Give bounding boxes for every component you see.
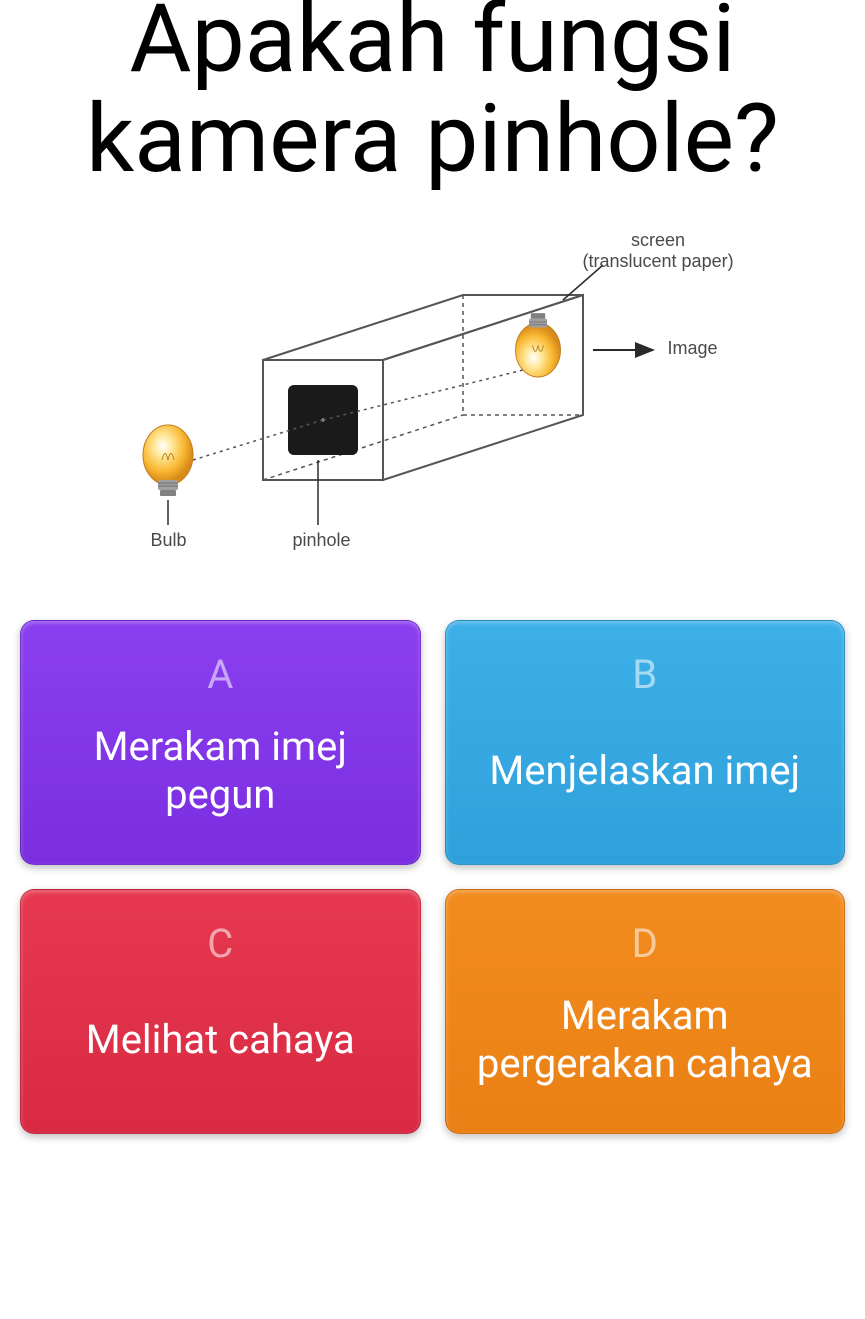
answer-text-b: Menjelaskan imej [489,708,800,834]
answer-letter-d: D [632,920,658,967]
answer-text-a: Merakam imej pegun [41,708,400,834]
answer-option-b[interactable]: B Menjelaskan imej [445,620,846,865]
pinhole-camera-diagram: screen (translucent paper) Image Bulb pi… [93,230,773,570]
answer-text-c: Melihat cahaya [86,977,355,1103]
label-image: Image [668,338,718,359]
label-bulb: Bulb [151,530,187,551]
label-screen-line1: screen [631,230,685,250]
answer-text-d: Merakam pergerakan cahaya [466,977,825,1103]
label-screen: screen (translucent paper) [583,230,734,272]
question-title: Apakah fungsi kamera pinhole? [0,0,865,190]
answer-option-d[interactable]: D Merakam pergerakan cahaya [445,889,846,1134]
answer-option-c[interactable]: C Melihat cahaya [20,889,421,1134]
answer-letter-b: B [632,651,657,698]
label-screen-line2: (translucent paper) [583,251,734,271]
label-pinhole: pinhole [293,530,351,551]
answer-letter-a: A [207,651,233,698]
diagram-container: screen (translucent paper) Image Bulb pi… [0,230,865,570]
answer-option-a[interactable]: A Merakam imej pegun [20,620,421,865]
diagram-svg [93,230,773,570]
answers-grid: A Merakam imej pegun B Menjelaskan imej … [0,620,865,1134]
answer-letter-c: C [207,920,233,967]
